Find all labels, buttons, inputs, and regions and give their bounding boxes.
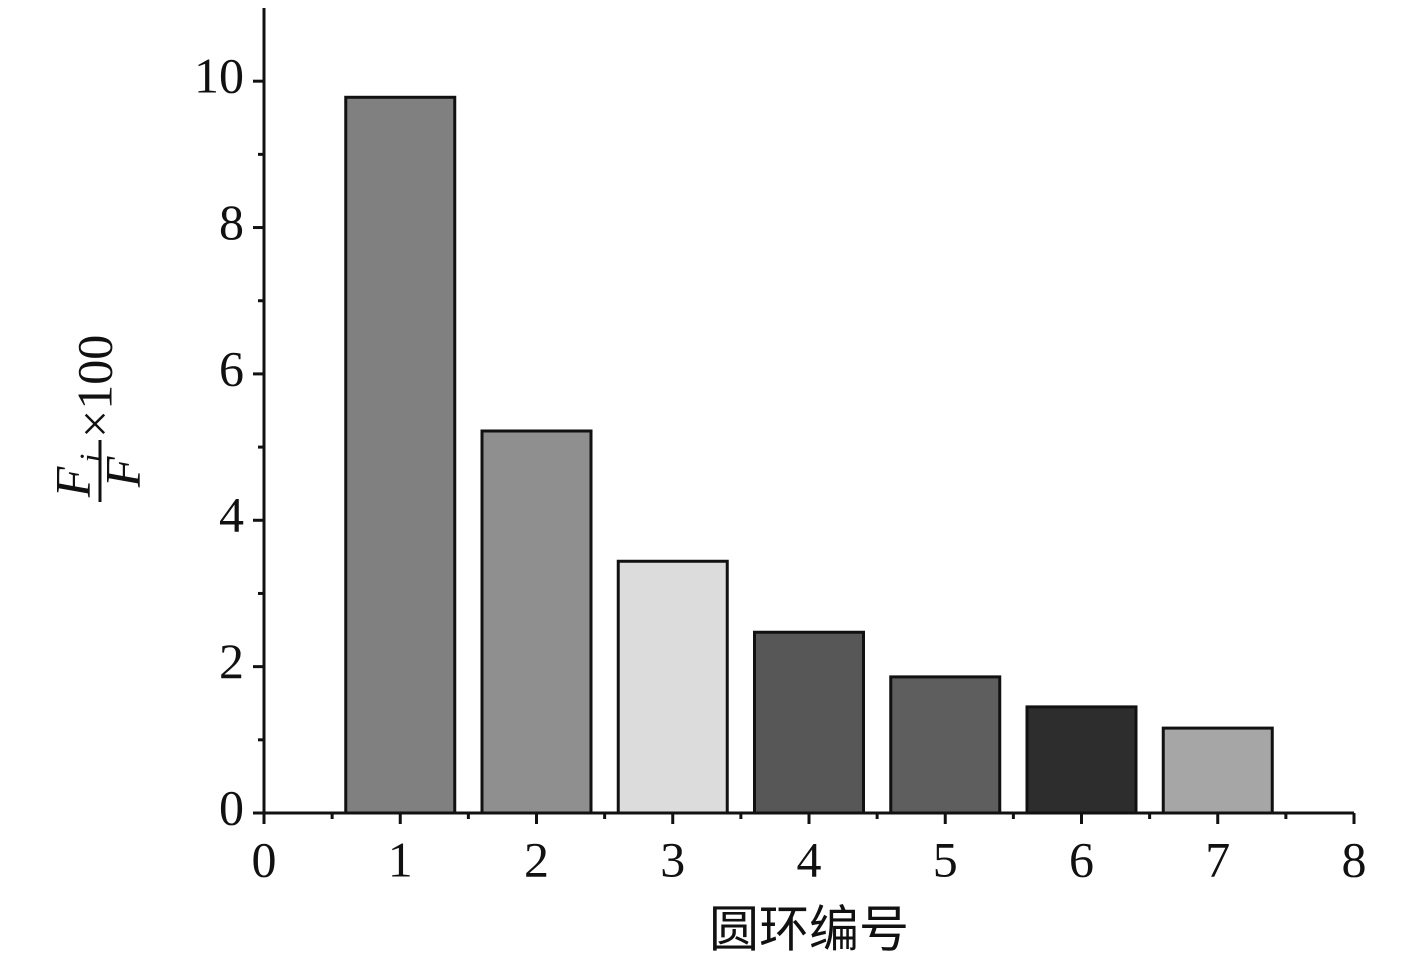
x-axis-label: 圆环编号 [709,901,909,957]
x-tick-label: 6 [1069,831,1094,887]
y-label-suffix: ×100 [66,335,122,438]
bar [616,559,729,815]
x-tick-label: 4 [797,831,822,887]
y-tick-label: 8 [219,194,244,250]
y-tick-label: 4 [219,487,244,543]
y-axis-label: F i F ×100 [44,335,150,502]
x-tick-label: 7 [1205,831,1230,887]
y-label-subscript: i [72,454,108,463]
x-tick-label: 2 [524,831,549,887]
y-tick-label: 10 [194,48,244,104]
y-tick-label: 0 [219,779,244,835]
y-tick-label: 2 [219,633,244,689]
y-label-denominator: F [94,456,150,488]
bar [480,429,593,815]
x-tick-label: 5 [933,831,958,887]
x-tick-label: 0 [252,831,277,887]
y-label-numerator: F [44,466,100,498]
y-tick-label: 6 [219,340,244,396]
bar [1161,726,1274,815]
bar [889,675,1002,815]
bar [753,630,865,815]
x-tick-label: 3 [660,831,685,887]
bar [1025,705,1138,815]
x-tick-label: 8 [1342,831,1367,887]
x-tick-label: 1 [388,831,413,887]
bar [344,95,457,815]
